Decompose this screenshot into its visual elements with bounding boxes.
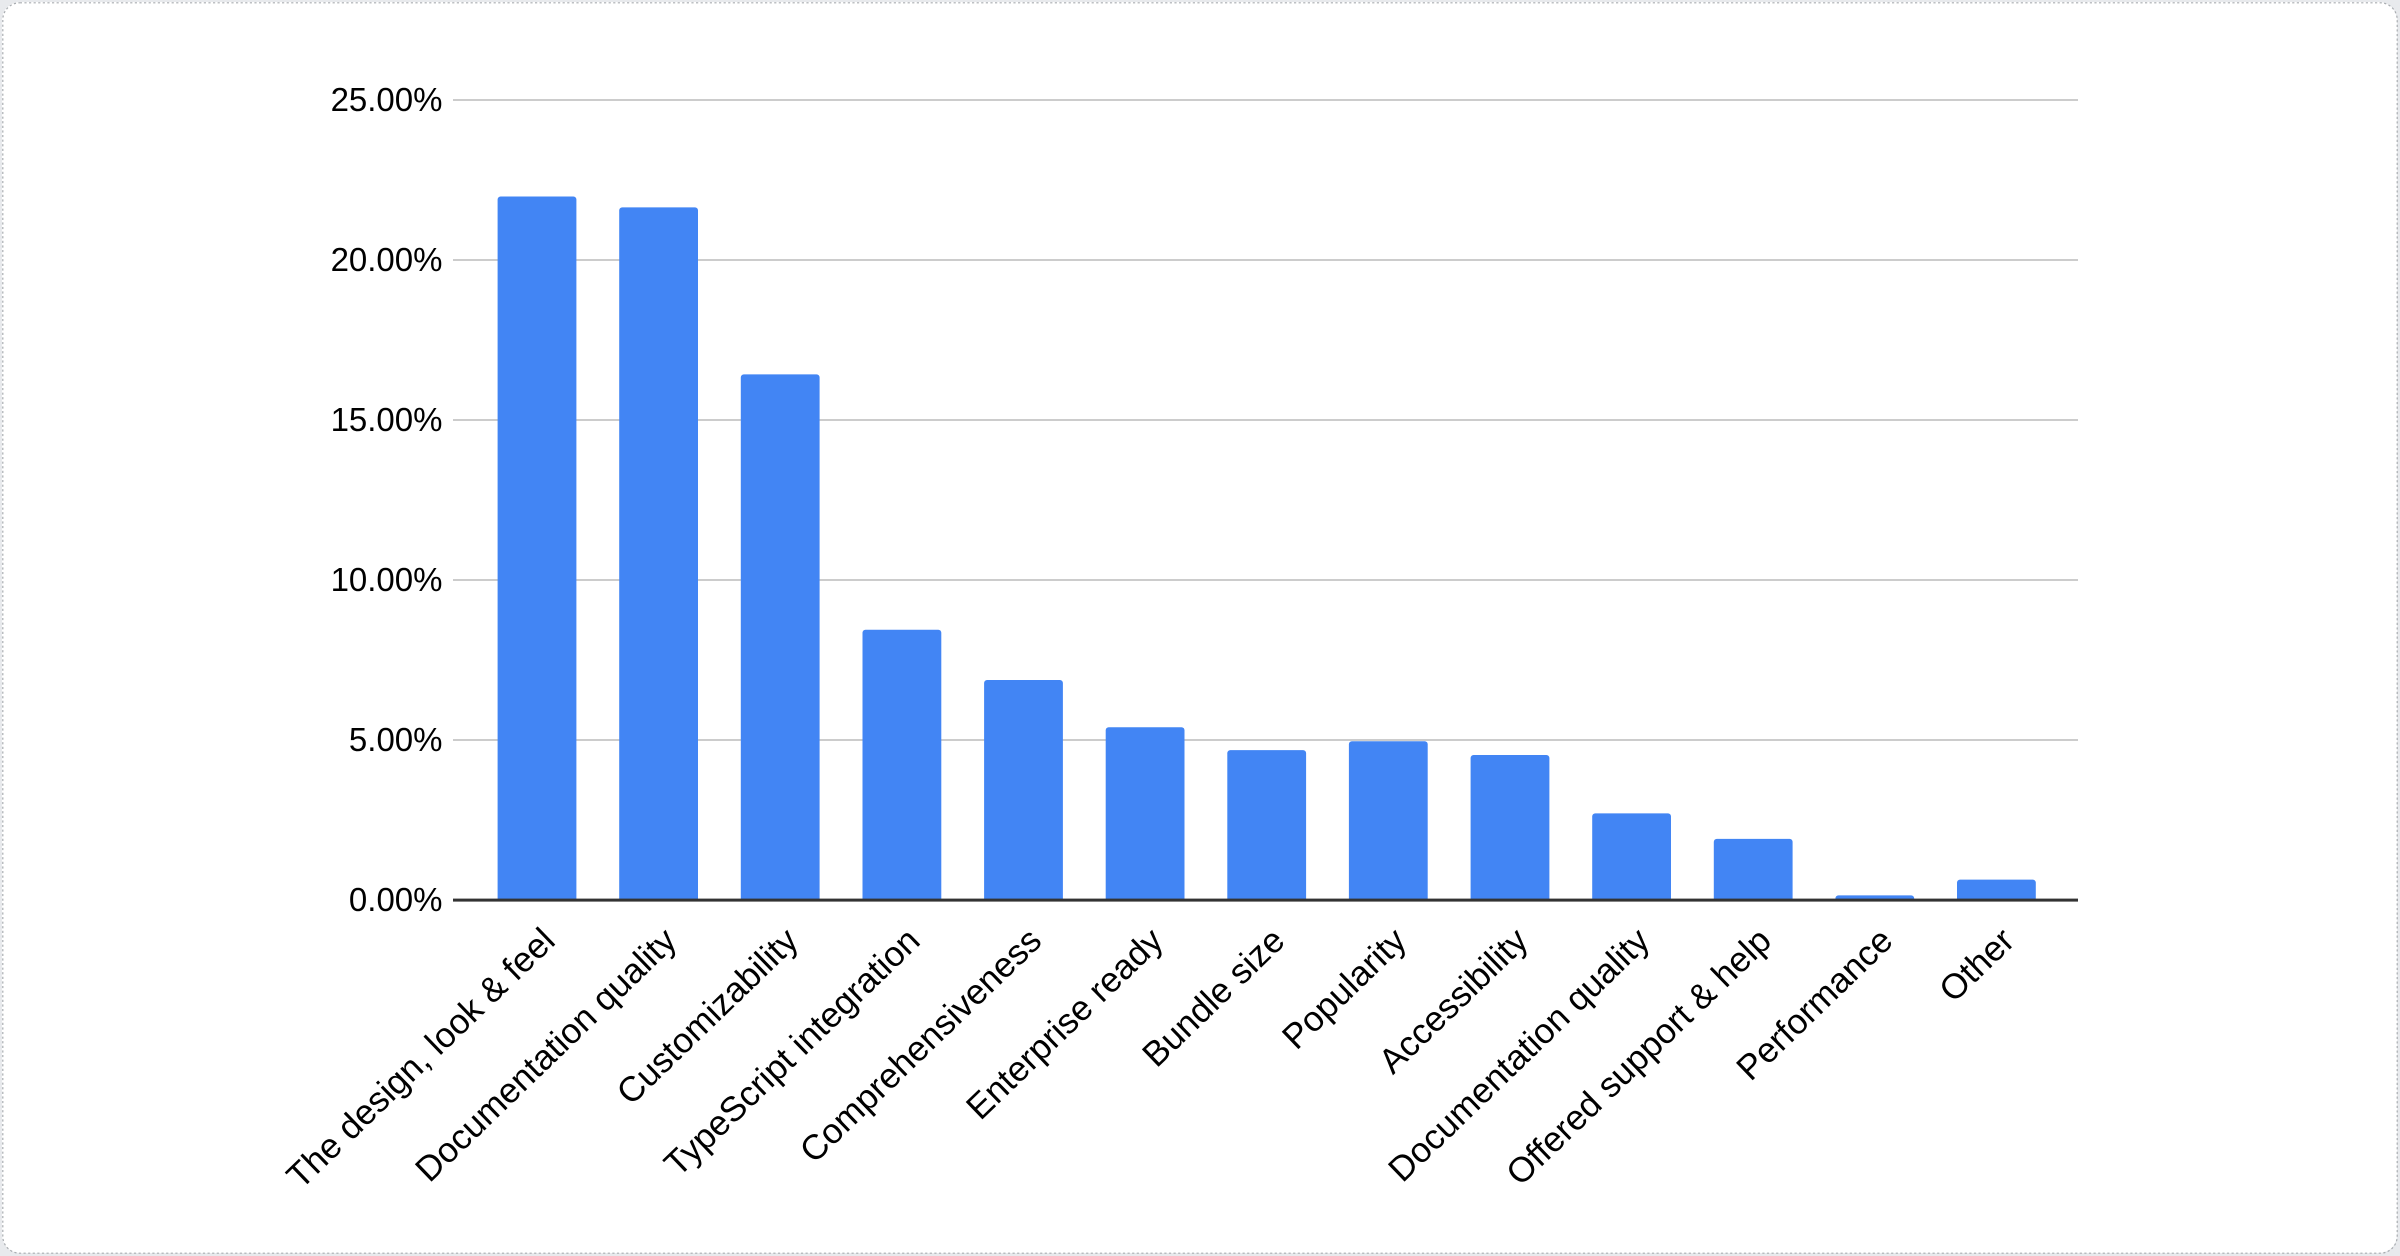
svg-text:20.00%: 20.00% [331, 241, 443, 278]
svg-text:15.00%: 15.00% [331, 401, 443, 438]
svg-text:10.00%: 10.00% [331, 561, 443, 598]
svg-text:Other: Other [1932, 920, 2022, 1009]
svg-text:25.00%: 25.00% [331, 81, 443, 118]
svg-text:5.00%: 5.00% [349, 721, 443, 758]
svg-text:Comprehensiveness: Comprehensiveness [792, 921, 1049, 1171]
svg-text:0.00%: 0.00% [349, 881, 443, 918]
